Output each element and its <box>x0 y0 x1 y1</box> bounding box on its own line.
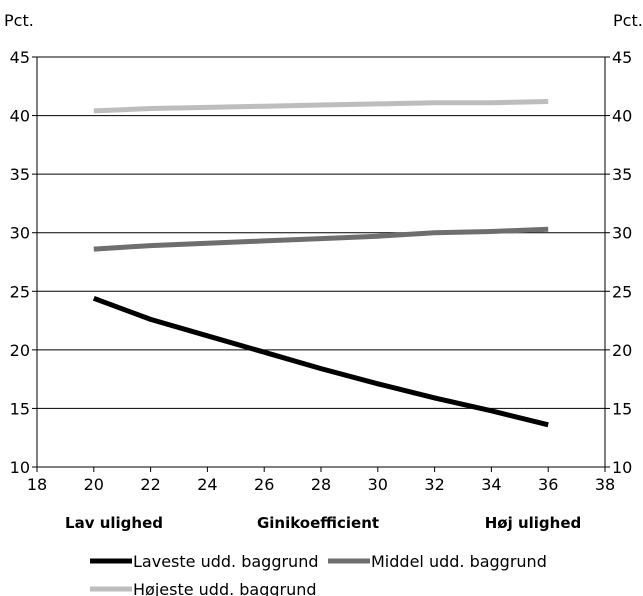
y-tick-label-left: 30 <box>10 224 30 243</box>
y-tick-label-left: 40 <box>10 107 30 126</box>
y-tick-label-right: 45 <box>612 48 632 67</box>
y-tick-label-right: 40 <box>612 107 632 126</box>
y-tick-label-right: 15 <box>612 399 632 418</box>
axes <box>36 57 606 468</box>
x-tick-label: 30 <box>368 475 388 494</box>
x-tick-label: 18 <box>27 475 47 494</box>
legend-item-middle: Middel udd. baggrund <box>328 552 547 571</box>
x-annotation-high: Høj ulighed <box>485 514 582 532</box>
series-line-1 <box>93 226 549 252</box>
legend-label-lowest: Laveste udd. baggrund <box>133 552 318 571</box>
y-tick-label-right: 10 <box>612 458 632 477</box>
y-tick-label-left: 25 <box>10 282 30 301</box>
legend: Laveste udd. baggrund Middel udd. baggru… <box>90 552 547 596</box>
y-tick-label-left: 20 <box>10 341 30 360</box>
y-tick-label-left: 35 <box>10 165 30 184</box>
y-tick-label-left: 10 <box>10 458 30 477</box>
legend-label-middle: Middel udd. baggrund <box>371 552 547 571</box>
x-tick-label: 20 <box>84 475 104 494</box>
x-tick-label: 32 <box>424 475 444 494</box>
y-tick-label-left: 15 <box>10 399 30 418</box>
series-line-0 <box>92 295 549 428</box>
x-axis-title: Ginikoefficient <box>257 514 379 532</box>
x-tick-label: 38 <box>595 475 615 494</box>
series-line-2 <box>93 99 549 114</box>
series-lines <box>92 99 549 428</box>
right-unit-label: Pct. <box>613 11 643 30</box>
x-tick-label: 28 <box>311 475 331 494</box>
x-tick-label: 22 <box>140 475 160 494</box>
y-tick-label-right: 25 <box>612 282 632 301</box>
legend-label-highest: Højeste udd. baggrund <box>133 580 317 596</box>
y-tick-label-right: 20 <box>612 341 632 360</box>
legend-item-lowest: Laveste udd. baggrund <box>90 552 318 571</box>
x-tick-label: 24 <box>197 475 217 494</box>
gridlines <box>37 56 605 409</box>
x-tick-label: 34 <box>481 475 501 494</box>
tick-labels: 10 10 15 15 20 20 25 25 30 30 35 35 40 40 45 45 18 20 22 24… <box>10 48 633 494</box>
x-tick-label: 36 <box>538 475 558 494</box>
y-tick-label-right: 35 <box>612 165 632 184</box>
y-tick-label-left: 45 <box>10 48 30 67</box>
x-tick-label: 26 <box>254 475 274 494</box>
left-unit-label: Pct. <box>4 11 34 30</box>
legend-item-highest: Højeste udd. baggrund <box>90 580 317 596</box>
y-tick-label-right: 30 <box>612 224 632 243</box>
tick-marks <box>32 56 610 472</box>
x-annotation-low: Lav ulighed <box>65 514 163 532</box>
